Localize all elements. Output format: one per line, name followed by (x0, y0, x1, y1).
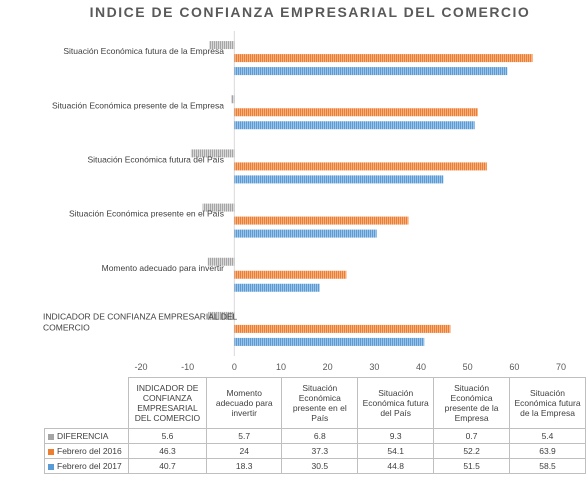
table-cell: 9.3 (357, 428, 435, 444)
bar-feb-2016 (234, 270, 347, 279)
x-tick-label: 30 (369, 362, 379, 372)
table-cell: 30.5 (281, 458, 359, 474)
table-cell: 5.4 (509, 428, 586, 444)
bar-feb-2016 (234, 216, 409, 225)
bar-diferencia (190, 149, 235, 158)
bar-feb-2017 (234, 283, 320, 292)
bars-layer: INDICADOR DE CONFIANZA EMPRESARIAL DEL CO… (43, 31, 566, 372)
legend-label: DIFERENCIA (57, 431, 109, 441)
table-body: DIFERENCIA 5.6 5.7 6.8 9.3 0.7 5.4 Febrero del … (44, 428, 586, 474)
x-tick-label: 20 (323, 362, 333, 372)
table-header: Situación Económica futura del País (357, 377, 435, 429)
legend-swatch (48, 463, 54, 470)
bar-diferencia (202, 203, 235, 212)
legend-entry: Febrero del 2017 (44, 458, 129, 474)
table-cell: 63.9 (509, 443, 586, 459)
data-table: INDICADOR DE CONFIANZA EMPRESARIAL DEL C… (44, 377, 586, 474)
table-cell: 6.8 (281, 428, 359, 444)
category-label: INDICADOR DE CONFIANZA EMPRESARIAL DEL CO… (43, 311, 238, 332)
bar-feb-2016 (234, 108, 478, 117)
table-cell: 5.6 (127, 428, 208, 444)
legend-swatch (48, 448, 54, 455)
table-cell: 24 (206, 443, 283, 459)
legend-entry: DIFERENCIA (44, 428, 129, 444)
table-header: INDICADOR DE CONFIANZA EMPRESARIAL DEL C… (127, 377, 208, 429)
table-cell: 52.2 (433, 443, 511, 459)
x-tick-label: 50 (463, 362, 473, 372)
table-header-row: INDICADOR DE CONFIANZA EMPRESARIAL DEL C… (44, 377, 586, 429)
bar-feb-2017 (234, 337, 425, 346)
table-cell: 51.5 (433, 458, 511, 474)
bar-feb-2016 (234, 54, 533, 63)
bar-diferencia (208, 311, 235, 320)
table-cell: 58.5 (509, 458, 586, 474)
table-row: Febrero del 2017 40.7 18.3 30.5 44.8 51.5 58.5 (44, 458, 586, 474)
category-label: Situación Económica futura de la Empresa (63, 46, 224, 56)
bar-diferencia (207, 257, 235, 266)
table-cell: 37.3 (281, 443, 359, 459)
category-label: Situación Económica presente de la Empre… (52, 100, 224, 110)
table-cell: 40.7 (127, 458, 208, 474)
chart-title: INDICE DE CONFIANZA EMPRESARIAL DEL COME… (90, 4, 531, 20)
x-tick-label: 40 (416, 362, 426, 372)
x-tick-label: 70 (556, 362, 566, 372)
bar-feb-2017 (234, 175, 444, 184)
table-header: Momento adecuado para invertir (206, 377, 283, 429)
table-cell: 54.1 (357, 443, 435, 459)
table-cell: 5.7 (206, 428, 283, 444)
legend-swatch (48, 433, 54, 440)
x-tick-label: 10 (276, 362, 286, 372)
legend-label: Febrero del 2017 (57, 461, 122, 471)
bar-feb-2017 (234, 229, 377, 238)
table-cell: 44.8 (357, 458, 435, 474)
table-header: Situación Económica presente de la Empre… (433, 377, 511, 429)
table-header: Situación Económica presente en el País (281, 377, 359, 429)
table-row: Febrero del 2016 46.3 24 37.3 54.1 52.2 63.9 (44, 443, 586, 459)
category-label: Momento adecuado para invertir (102, 263, 225, 273)
table-cell: 46.3 (127, 443, 208, 459)
bar-feb-2016 (234, 162, 487, 171)
bar-diferencia (209, 41, 235, 50)
x-tick-label: -10 (181, 362, 194, 372)
legend-entry: Febrero del 2016 (44, 443, 129, 459)
table-cell: 18.3 (206, 458, 283, 474)
x-tick-label: 0 (232, 362, 237, 372)
table-cell: 0.7 (433, 428, 511, 444)
bar-feb-2016 (234, 324, 451, 333)
x-tick-label: 60 (509, 362, 519, 372)
table-header: Situación Económica futura de la Empresa (509, 377, 586, 429)
bar-feb-2017 (234, 67, 508, 76)
x-tick-label: -20 (134, 362, 147, 372)
table-corner (44, 377, 129, 429)
legend-label: Febrero del 2016 (57, 446, 122, 456)
category-label: Situación Económica presente en el País (69, 209, 224, 219)
bar-feb-2017 (234, 121, 475, 130)
table-row: DIFERENCIA 5.6 5.7 6.8 9.3 0.7 5.4 (44, 428, 586, 444)
bar-diferencia (231, 95, 235, 104)
category-label: Situación Económica futura del País (87, 154, 224, 164)
